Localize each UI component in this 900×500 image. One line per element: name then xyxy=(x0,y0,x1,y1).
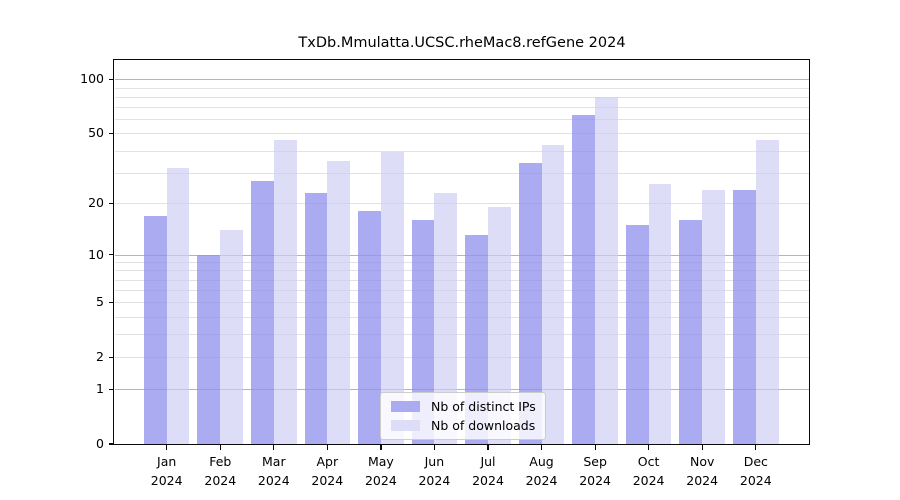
x-tick-label: Mar 2024 xyxy=(257,454,290,488)
major-gridline xyxy=(115,254,809,256)
minor-gridline xyxy=(115,302,809,304)
bar-downloads xyxy=(648,183,672,444)
y-tick-mark xyxy=(108,443,114,445)
y-tick-label: 0 xyxy=(96,436,104,451)
x-tick-mark xyxy=(540,445,543,450)
x-tick-label: Sep 2024 xyxy=(579,454,611,488)
x-tick-label: Jan 2024 xyxy=(150,454,183,488)
bar-distinct-ips xyxy=(251,180,274,444)
x-tick-label: Jun 2024 xyxy=(418,454,451,488)
x-tick-mark xyxy=(594,445,596,450)
y-tick-label: 10 xyxy=(88,246,104,262)
x-tick-mark xyxy=(326,445,328,450)
bar-distinct-ips xyxy=(358,211,381,444)
x-tick-label: Nov 2024 xyxy=(686,454,719,488)
bar-downloads xyxy=(595,96,618,444)
y-tick-mark xyxy=(108,356,114,358)
y-tick-label: 2 xyxy=(96,349,104,365)
x-tick-mark xyxy=(755,445,757,450)
x-tick-label: Apr 2024 xyxy=(311,454,344,488)
minor-gridline xyxy=(115,357,809,359)
bar-downloads xyxy=(702,189,725,444)
minor-gridline xyxy=(115,96,809,98)
minor-gridline xyxy=(115,290,809,292)
minor-gridline xyxy=(115,172,809,174)
y-tick-mark xyxy=(108,301,114,304)
legend: Nb of distinct IPs Nb of downloads xyxy=(380,392,546,440)
x-tick-label: Feb 2024 xyxy=(204,454,237,488)
bar-downloads xyxy=(434,192,458,444)
minor-gridline xyxy=(115,270,809,272)
x-tick-label: Dec 2024 xyxy=(739,454,772,488)
x-tick-mark xyxy=(219,445,221,450)
x-tick-mark xyxy=(273,445,275,450)
x-tick-label: May 2024 xyxy=(364,454,397,488)
x-tick-mark xyxy=(380,445,382,450)
bar-distinct-ips xyxy=(304,192,328,444)
minor-gridline xyxy=(115,203,809,205)
bar-downloads xyxy=(380,152,404,444)
x-tick-mark xyxy=(701,445,703,450)
y-tick-mark xyxy=(108,132,114,134)
distinct-ips-swatch-icon xyxy=(391,401,420,412)
bar-distinct-ips xyxy=(679,220,703,444)
minor-gridline xyxy=(115,133,809,135)
x-tick-mark xyxy=(487,445,489,450)
minor-gridline xyxy=(115,262,809,263)
chart-title: TxDb.Mmulatta.UCSC.rheMac8.refGene 2024 xyxy=(298,35,626,51)
y-tick-label: 20 xyxy=(88,195,104,211)
y-tick-label: 1 xyxy=(96,381,104,397)
y-tick-mark xyxy=(108,78,114,80)
y-tick-label: 100 xyxy=(80,71,104,87)
bar-downloads xyxy=(166,167,190,444)
minor-gridline xyxy=(115,107,809,109)
minor-gridline xyxy=(115,316,809,318)
bar-downloads xyxy=(273,139,297,444)
bar-downloads xyxy=(755,139,779,444)
bar-downloads xyxy=(220,230,244,444)
minor-gridline xyxy=(115,150,809,152)
bar-distinct-ips xyxy=(572,115,596,444)
x-tick-label: Jul 2024 xyxy=(472,454,504,488)
y-tick-label: 50 xyxy=(88,125,104,141)
bar-downloads xyxy=(541,144,565,444)
minor-gridline xyxy=(115,334,809,336)
legend-item-downloads: Nb of downloads xyxy=(381,416,545,435)
minor-gridline xyxy=(115,119,809,121)
y-tick-label: 5 xyxy=(96,294,104,310)
x-tick-mark xyxy=(648,445,650,450)
y-tick-mark xyxy=(108,202,114,205)
bar-distinct-ips xyxy=(625,224,649,444)
bar-distinct-ips xyxy=(411,220,435,444)
bar-distinct-ips xyxy=(733,189,756,444)
legend-label-distinct-ips: Nb of distinct IPs xyxy=(431,399,536,414)
bar-distinct-ips xyxy=(518,163,542,444)
bar-distinct-ips xyxy=(143,215,167,444)
x-tick-label: Oct 2024 xyxy=(632,454,665,488)
legend-item-distinct-ips: Nb of distinct IPs xyxy=(381,397,545,416)
y-tick-mark xyxy=(108,253,114,256)
major-gridline xyxy=(115,389,809,391)
x-tick-label: Aug 2024 xyxy=(525,454,558,488)
bar-distinct-ips xyxy=(197,254,221,444)
bar-distinct-ips xyxy=(465,235,488,444)
legend-label-downloads: Nb of downloads xyxy=(431,418,536,433)
bar-downloads xyxy=(327,160,351,444)
x-tick-mark xyxy=(433,445,436,450)
y-tick-mark xyxy=(108,388,114,390)
downloads-swatch-icon xyxy=(391,420,420,431)
x-tick-mark xyxy=(166,445,168,450)
bar-downloads xyxy=(488,207,511,444)
minor-gridline xyxy=(115,87,809,89)
minor-gridline xyxy=(115,279,809,281)
major-gridline xyxy=(115,79,809,81)
